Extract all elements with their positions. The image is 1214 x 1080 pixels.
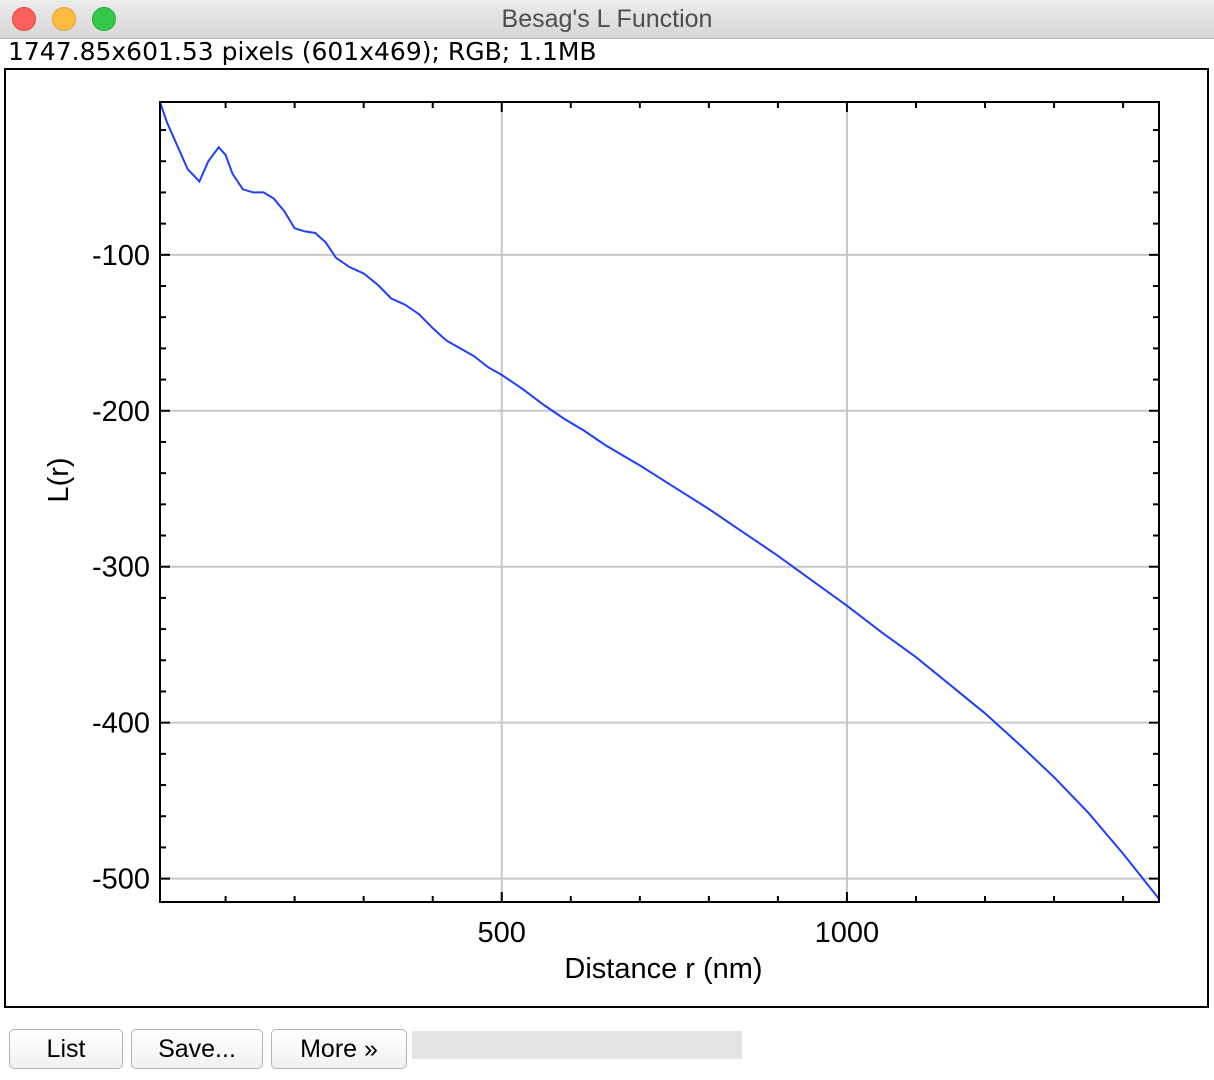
axis-ticks: [160, 102, 1159, 902]
y-tick-label: -500: [92, 864, 150, 896]
l-function-chart: 500 1000 -100 -200 -300 -400 -500 Distance r (…: [43, 101, 1160, 985]
title-bar[interactable]: Besag's L Function: [0, 0, 1214, 39]
plot-area-border: [159, 101, 1160, 903]
image-info-text: 1747.85x601.53 pixels (601x469); RGB; 1.…: [8, 37, 597, 66]
status-bar: [412, 1031, 742, 1059]
window-title: Besag's L Function: [501, 5, 713, 33]
x-tick-label: 1000: [815, 917, 880, 949]
minimize-window-button[interactable]: [52, 7, 76, 31]
list-button[interactable]: List: [9, 1029, 123, 1069]
series-line: [159, 101, 1160, 900]
y-tick-label: -300: [92, 552, 150, 584]
y-tick-label: -400: [92, 708, 150, 740]
y-tick-label: -100: [92, 240, 150, 272]
more-button[interactable]: More »: [271, 1029, 407, 1069]
y-axis-label: L(r): [43, 457, 75, 502]
plot-canvas: 500 1000 -100 -200 -300 -400 -500 Distance r (…: [4, 68, 1209, 1008]
x-tick-label: 500: [478, 917, 526, 949]
save-button[interactable]: Save...: [131, 1029, 263, 1069]
maximize-window-button[interactable]: [92, 7, 116, 31]
tick-labels: 500 1000 -100 -200 -300 -400 -500: [92, 240, 879, 949]
x-axis-label: Distance r (nm): [564, 953, 762, 985]
close-window-button[interactable]: [12, 7, 36, 31]
grid-lines: [160, 102, 1159, 902]
y-tick-label: -200: [92, 396, 150, 428]
